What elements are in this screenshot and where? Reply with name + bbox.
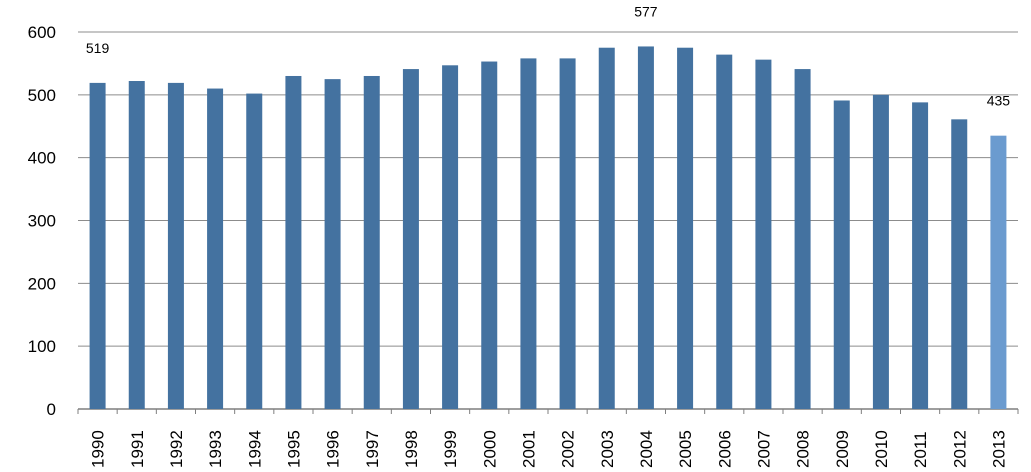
data-labels: 519 577 435: [86, 3, 1010, 108]
bar-1995: [285, 75, 302, 409]
x-tick-label-1993: 1993: [206, 430, 225, 468]
x-tick-label-1999: 1999: [441, 430, 460, 468]
x-tick-label-1992: 1992: [167, 430, 186, 468]
x-tick-label-2008: 2008: [794, 430, 813, 468]
bar-2000: [481, 61, 498, 409]
x-tick-label-2010: 2010: [872, 430, 891, 468]
x-tick-label-1990: 1990: [89, 430, 108, 468]
bar-1991: [128, 81, 145, 409]
bar-1996: [324, 79, 341, 409]
bar-1998: [402, 69, 419, 410]
bar-2012: [951, 119, 968, 410]
x-tick-label-1998: 1998: [402, 430, 421, 468]
bar-1993: [207, 88, 224, 410]
x-tick-label-1995: 1995: [284, 430, 303, 468]
bar-2008: [794, 69, 811, 410]
x-tick-label-1997: 1997: [363, 430, 382, 468]
y-tick-label-500: 500: [28, 86, 56, 105]
x-tick-label-2003: 2003: [598, 430, 617, 468]
x-tick-label-2009: 2009: [833, 430, 852, 468]
grid-lines: [77, 31, 1019, 414]
x-tick-label-2001: 2001: [519, 430, 538, 468]
x-tick-label-2004: 2004: [637, 430, 656, 468]
x-tick-label-1991: 1991: [128, 430, 147, 468]
bar-1997: [363, 75, 380, 409]
bar-2002: [559, 58, 576, 409]
bar-1990: [89, 82, 106, 410]
x-tick-label-2007: 2007: [754, 430, 773, 468]
x-tick-label-2013: 2013: [989, 430, 1008, 468]
y-tick-label-400: 400: [28, 149, 56, 168]
bar-2004: [637, 46, 654, 410]
bar-2001: [520, 58, 537, 409]
x-tick-label-2012: 2012: [950, 430, 969, 468]
bar-2010: [872, 94, 889, 409]
y-tick-label-300: 300: [28, 212, 56, 231]
x-tick-label-1994: 1994: [245, 430, 264, 468]
y-axis-tick-labels: 0 100 200 300 400 500 600: [28, 23, 56, 419]
bar-2005: [677, 47, 694, 409]
x-axis-tick-labels: 1990 1991 1992 1993 1994 1995 1996 1997 1998 1999…: [89, 430, 1009, 468]
bar-2011: [912, 102, 929, 409]
bar-2003: [598, 47, 615, 409]
y-tick-label-0: 0: [47, 400, 56, 419]
y-tick-label-600: 600: [28, 23, 56, 42]
bar-2009: [833, 100, 850, 409]
y-tick-label-100: 100: [28, 337, 56, 356]
bar-1992: [167, 82, 184, 410]
bars: [89, 46, 1007, 410]
data-label-2004: 577: [634, 3, 658, 19]
x-tick-label-2000: 2000: [480, 430, 499, 468]
y-tick-label-200: 200: [28, 274, 56, 293]
x-tick-label-2006: 2006: [715, 430, 734, 468]
bar-1999: [442, 65, 459, 409]
bar-2007: [755, 59, 772, 409]
x-tick-label-2002: 2002: [559, 430, 578, 468]
data-label-2013: 435: [987, 93, 1011, 109]
x-tick-label-2011: 2011: [911, 431, 930, 468]
x-tick-label-1996: 1996: [324, 430, 343, 468]
data-label-1990: 519: [86, 40, 110, 56]
x-tick-label-2005: 2005: [676, 430, 695, 468]
bar-2006: [716, 54, 733, 410]
bar-2013: [990, 135, 1007, 410]
bar-1994: [246, 93, 263, 410]
